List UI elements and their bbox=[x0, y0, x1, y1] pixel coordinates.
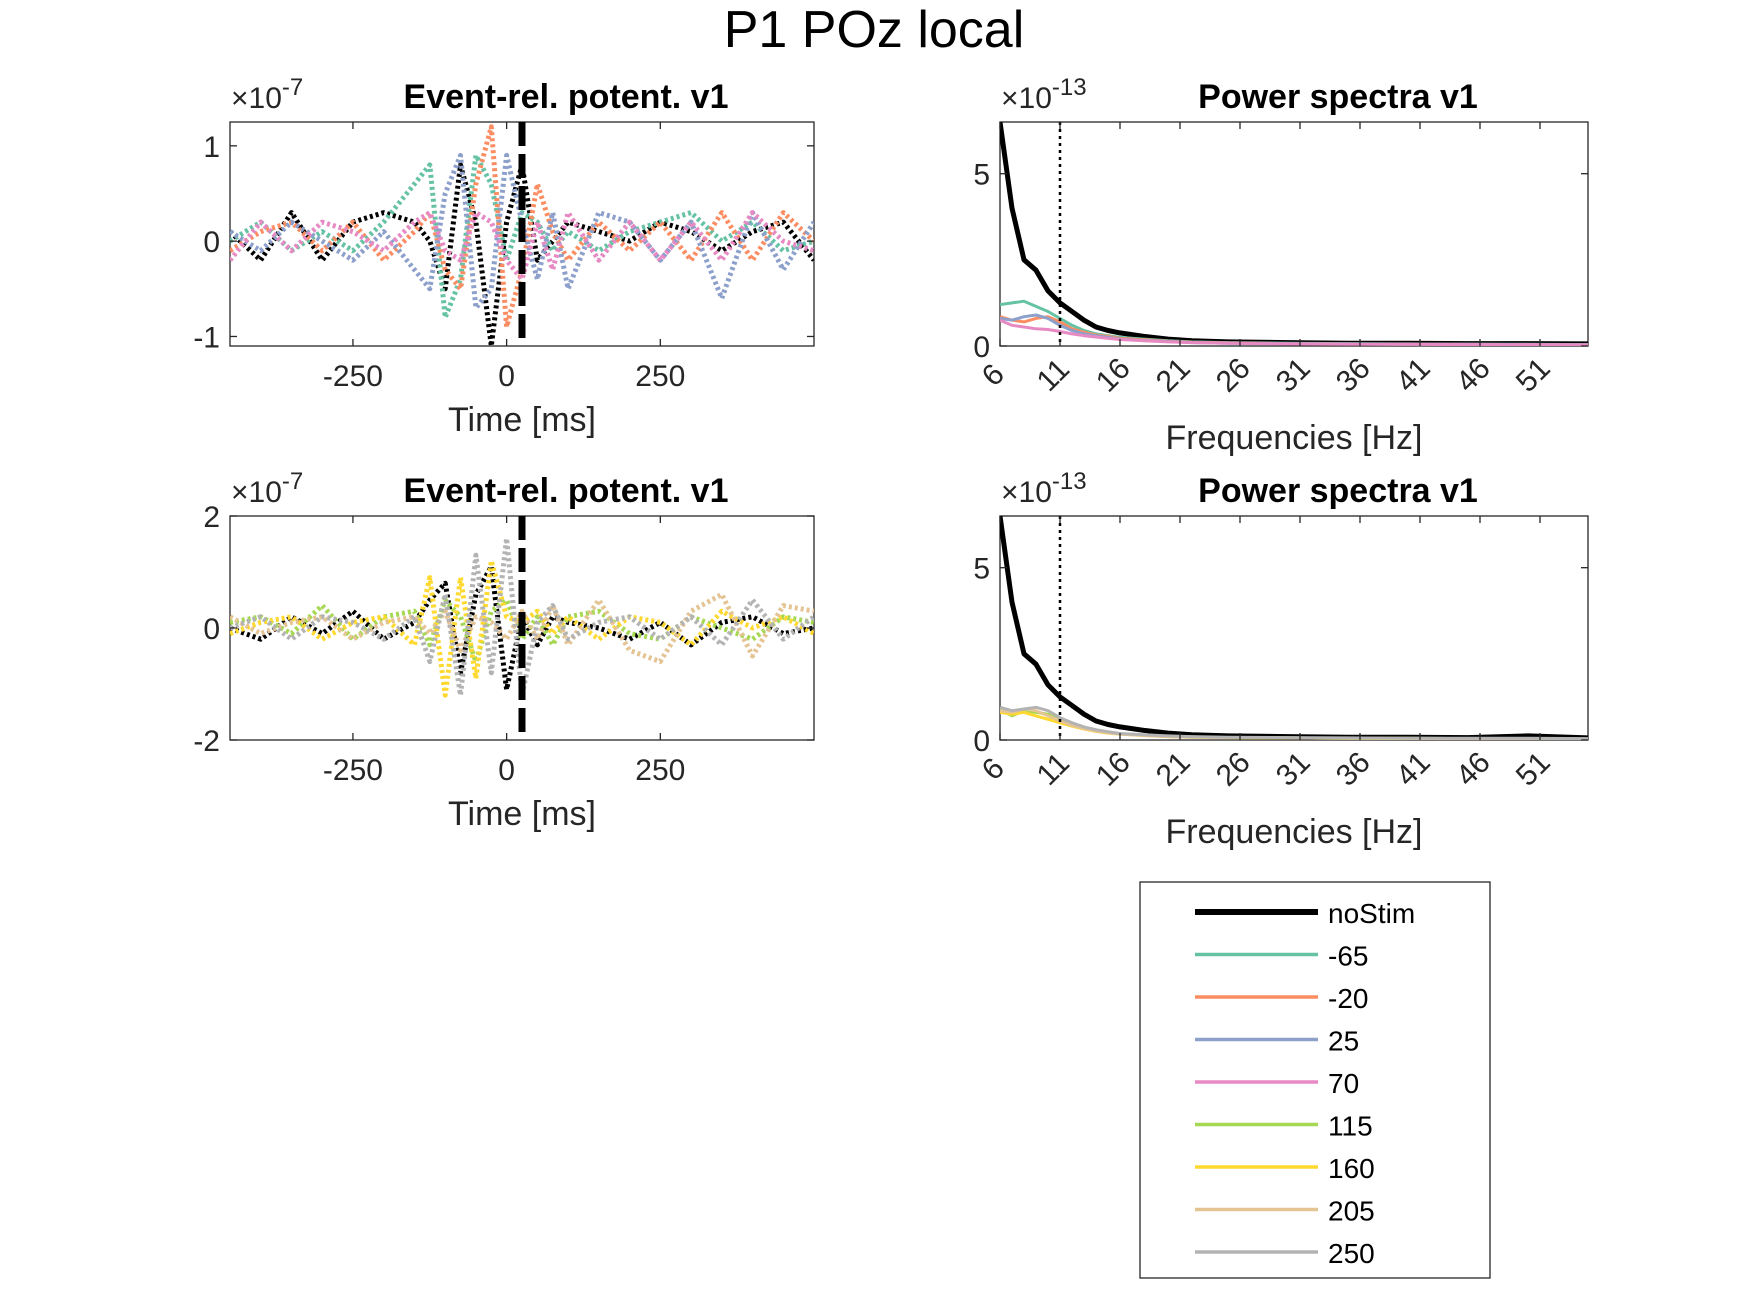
legend-label-160: 160 bbox=[1328, 1153, 1375, 1184]
panel-title: Event-rel. potent. v1 bbox=[404, 472, 729, 510]
y-tick-label: 1 bbox=[203, 131, 220, 164]
y-tick-label: -1 bbox=[193, 321, 220, 354]
exponent-label: ×10-7 bbox=[231, 74, 303, 115]
panel-title: Power spectra v1 bbox=[1198, 472, 1478, 510]
legend-label-noStim: noStim bbox=[1328, 898, 1415, 929]
x-tick-label: 250 bbox=[635, 360, 685, 393]
y-tick-label: 5 bbox=[973, 159, 990, 192]
x-tick-label: 250 bbox=[635, 754, 685, 787]
y-tick-label: -2 bbox=[193, 725, 220, 758]
y-tick-label: 0 bbox=[973, 331, 990, 364]
legend: noStim -65 -20 25 70 115 160 205 250 bbox=[1139, 881, 1491, 1279]
series-line-160 bbox=[230, 558, 814, 698]
axes-box bbox=[999, 121, 1589, 347]
exponent-label: ×10-13 bbox=[1001, 468, 1087, 509]
axes-box bbox=[999, 515, 1589, 741]
plot-area bbox=[230, 535, 814, 698]
plot-area bbox=[1000, 122, 1588, 346]
series-line--20 bbox=[230, 124, 814, 330]
legend-label-205: 205 bbox=[1328, 1196, 1375, 1227]
legend-label-250: 250 bbox=[1328, 1238, 1375, 1269]
series-line-25 bbox=[230, 152, 814, 311]
x-tick-label: 0 bbox=[498, 754, 515, 787]
legend-label--20: -20 bbox=[1328, 983, 1368, 1014]
legend-label-70: 70 bbox=[1328, 1068, 1359, 1099]
x-axis-label: Time [ms] bbox=[448, 795, 596, 833]
series-line--65 bbox=[230, 152, 814, 320]
x-tick-label: -250 bbox=[323, 754, 383, 787]
x-tick-label: -250 bbox=[323, 360, 383, 393]
legend-label--65: -65 bbox=[1328, 941, 1368, 972]
panel-erp_top: -1 0 1 -250 0 250 Time [ms] ×10-7 Event-rel. pot… bbox=[193, 74, 815, 439]
x-tick-label: 0 bbox=[498, 360, 515, 393]
y-tick-label: 5 bbox=[973, 553, 990, 586]
y-tick-label: 0 bbox=[203, 613, 220, 646]
plot-area bbox=[230, 124, 814, 346]
figure-title: P1 POz local bbox=[724, 1, 1025, 59]
exponent-label: ×10-13 bbox=[1001, 74, 1087, 115]
panel-title: Power spectra v1 bbox=[1198, 78, 1478, 116]
x-axis-label: Frequencies [Hz] bbox=[1166, 419, 1423, 457]
legend-label-115: 115 bbox=[1328, 1111, 1373, 1142]
series-line-noStim bbox=[230, 563, 814, 693]
exponent-label: ×10-7 bbox=[231, 468, 303, 509]
y-tick-label: 0 bbox=[203, 226, 220, 259]
panel-title: Event-rel. potent. v1 bbox=[404, 78, 729, 116]
y-tick-label: 2 bbox=[203, 501, 220, 534]
y-tick-label: 0 bbox=[973, 725, 990, 758]
legend-box bbox=[1139, 881, 1491, 1279]
x-axis-label: Frequencies [Hz] bbox=[1166, 813, 1423, 851]
legend-label-25: 25 bbox=[1328, 1026, 1359, 1057]
panel-erp_bottom: -2 0 2 -250 0 250 Time [ms] ×10-7 Event-rel. pot… bbox=[193, 468, 815, 833]
series-line-250 bbox=[230, 535, 814, 698]
x-axis-label: Time [ms] bbox=[448, 401, 596, 439]
